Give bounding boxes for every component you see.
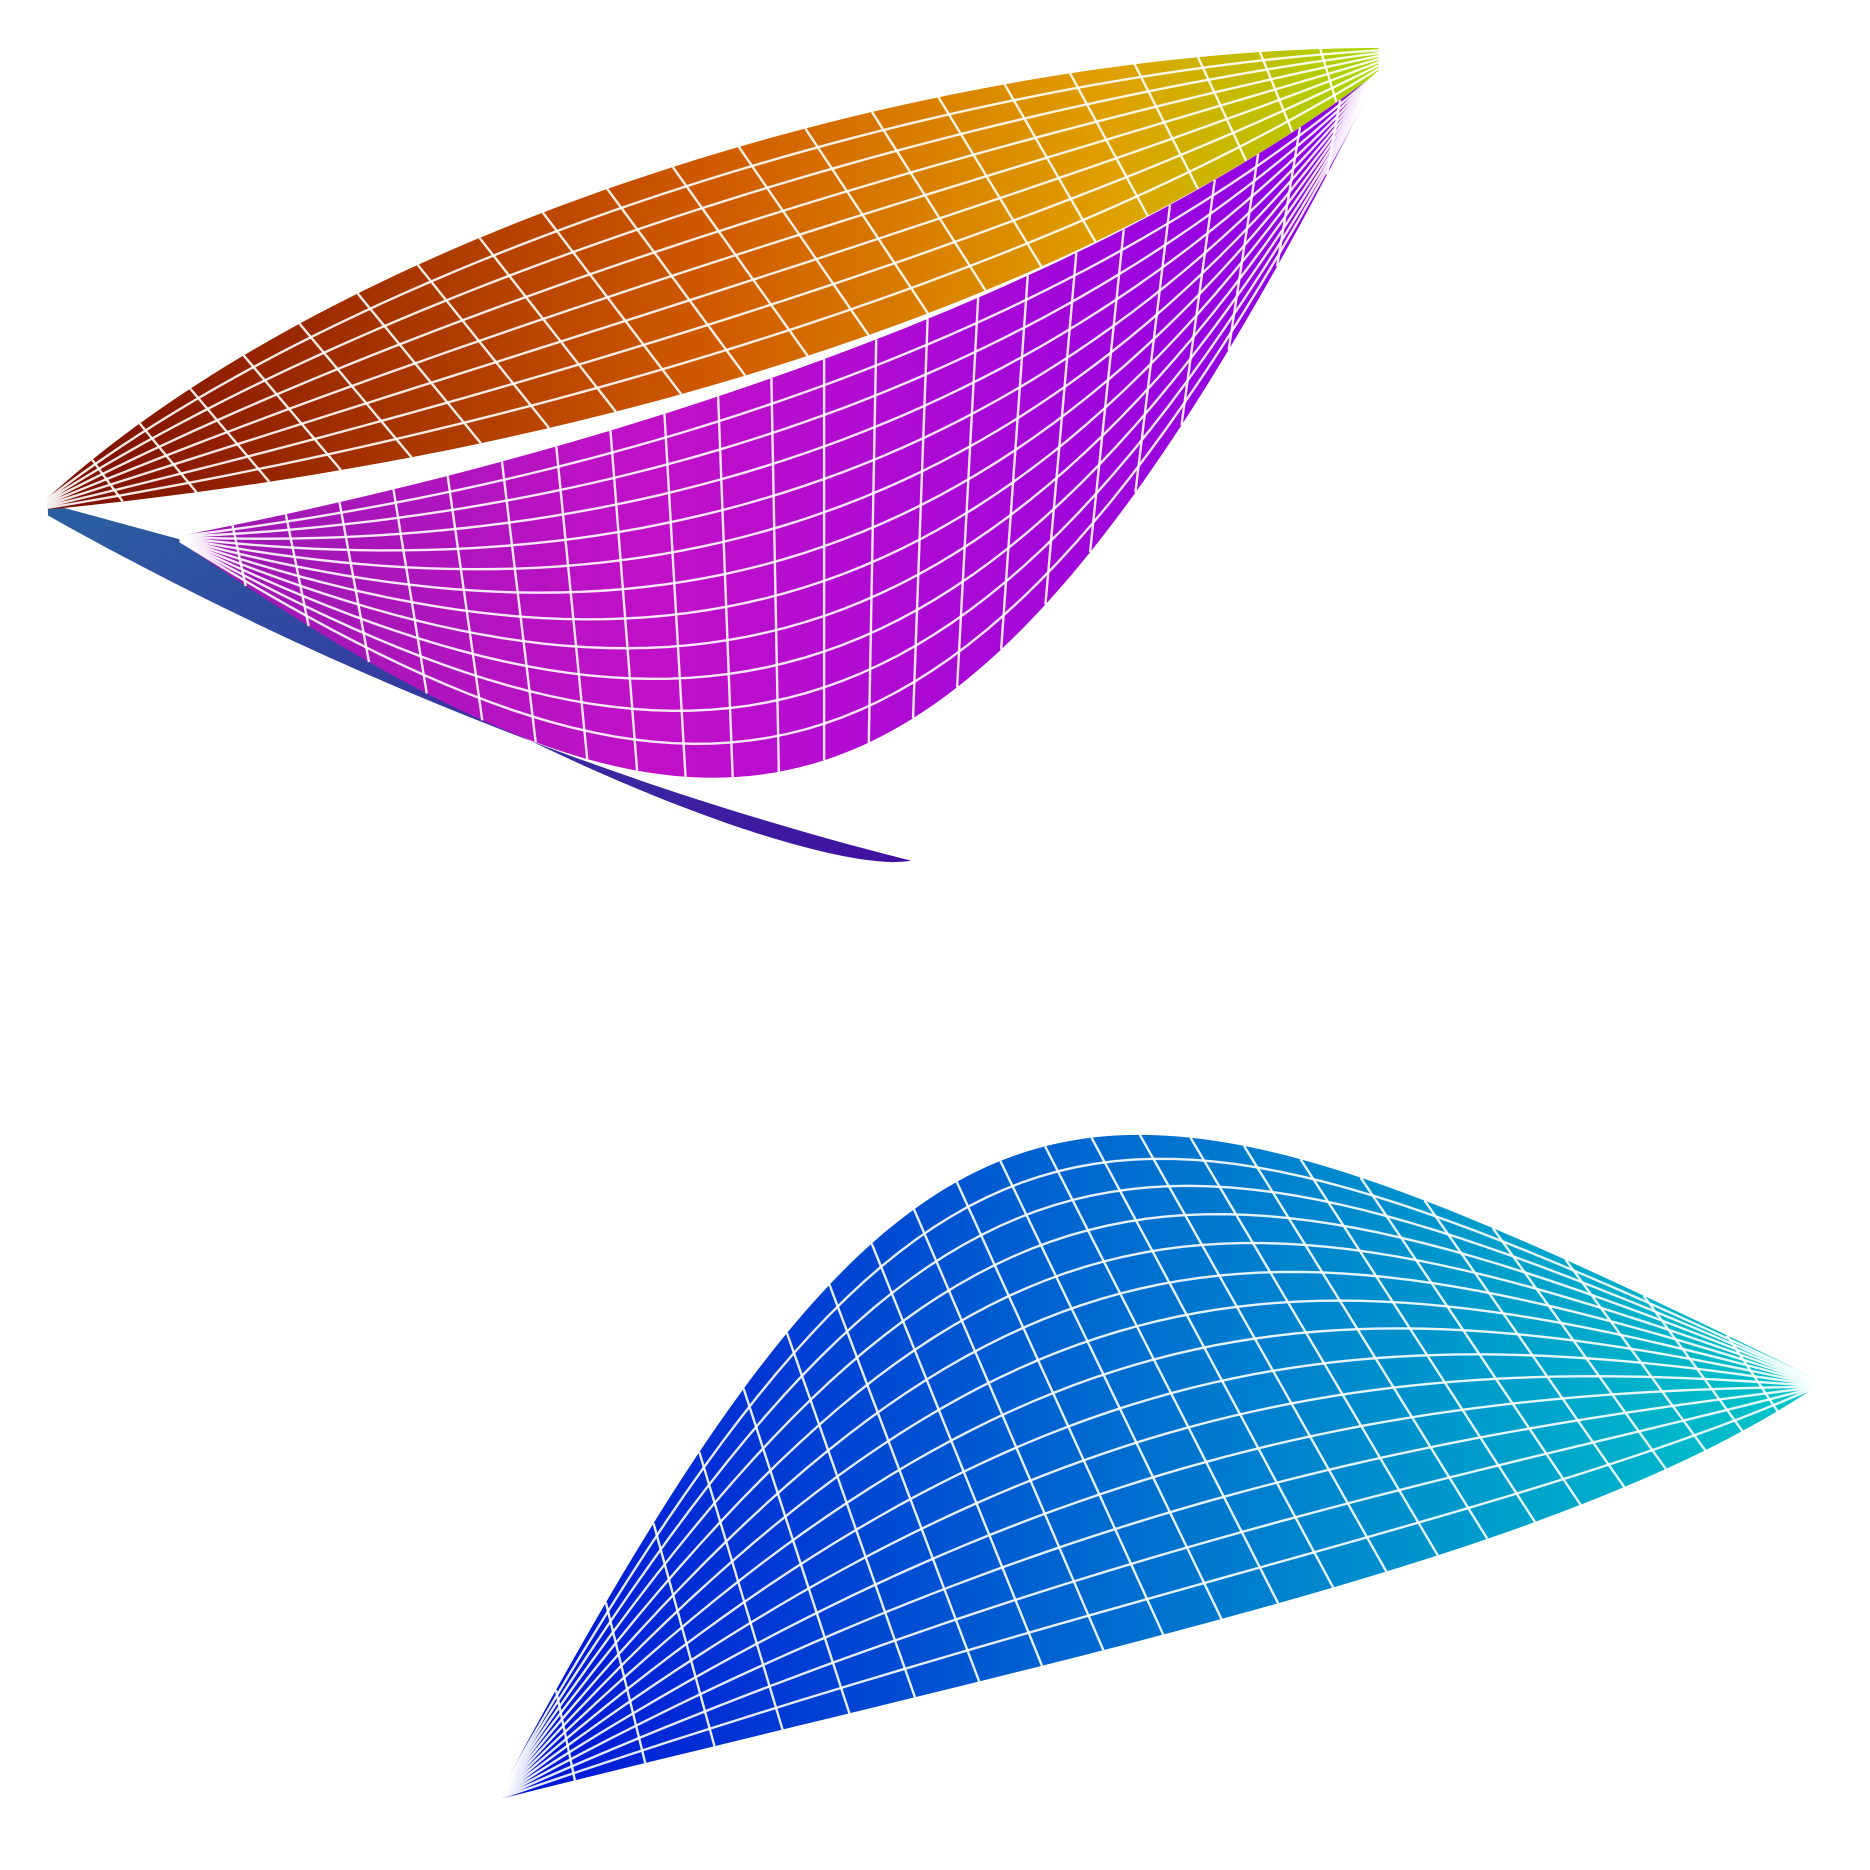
mesh-line (47, 64, 1380, 508)
surface (179, 71, 1379, 778)
mesh-line (242, 354, 342, 471)
mesh-line (502, 1299, 1815, 1792)
mesh-line (47, 61, 1379, 506)
mesh-line (999, 275, 1029, 650)
mesh-line (1227, 153, 1260, 350)
mesh-line (1423, 1199, 1626, 1488)
mesh-line (1258, 51, 1294, 133)
mesh-line (937, 96, 1043, 268)
mesh-line (47, 54, 1379, 503)
mesh-line (1564, 1259, 1707, 1452)
mesh-line (502, 1241, 1815, 1790)
mesh-line (338, 501, 371, 663)
mesh-line (179, 73, 1380, 681)
mesh-line (1180, 179, 1216, 426)
mesh-line (828, 1284, 981, 1682)
mesh-line (179, 73, 1380, 712)
mesh-line (138, 422, 198, 494)
mesh-line (742, 1388, 851, 1714)
mesh-line (179, 72, 1380, 650)
mesh-line (698, 1451, 784, 1730)
mesh-line (1359, 1176, 1582, 1506)
underside (47, 503, 912, 863)
mesh-line (1133, 63, 1199, 190)
mesh-line (179, 73, 1380, 746)
mesh-line (47, 51, 1379, 502)
mesh-line (179, 71, 1380, 538)
mesh-line (179, 71, 1380, 552)
mesh-line (737, 146, 870, 336)
mesh-line (91, 459, 124, 503)
mesh-line (785, 1332, 917, 1698)
mesh-line (284, 513, 310, 627)
mesh-line (999, 1160, 1223, 1620)
mesh-line (1044, 1145, 1280, 1604)
mesh-line (502, 1375, 1813, 1795)
mesh-line (541, 211, 683, 395)
mesh-line (502, 1385, 1812, 1796)
mesh-line (911, 318, 929, 719)
mesh-line (604, 1602, 647, 1764)
mesh-line (1069, 72, 1149, 217)
mesh-line (502, 1386, 1812, 1797)
mesh-line (770, 378, 781, 772)
mesh-line (1003, 83, 1097, 243)
mesh-line (189, 387, 271, 483)
mesh-line (1044, 252, 1078, 605)
mesh-line (502, 1327, 1814, 1793)
mesh-line (1134, 204, 1172, 493)
mesh-line (870, 1243, 1044, 1667)
mesh-line (912, 1208, 1105, 1651)
mesh-line (47, 67, 1380, 510)
mesh-line (478, 237, 617, 413)
mesh-line (1242, 1145, 1489, 1540)
mesh-line (502, 1387, 1812, 1798)
mesh-line (1491, 1227, 1667, 1470)
surface (503, 1134, 1817, 1799)
mesh-line (356, 292, 482, 444)
mesh-line (502, 1184, 1816, 1789)
surface (47, 47, 1379, 510)
mesh-line (804, 127, 929, 314)
mesh-line (606, 188, 747, 377)
mesh-line (416, 264, 550, 429)
mesh-line (298, 322, 413, 459)
mesh-line (179, 71, 1380, 538)
mesh-line (1642, 1294, 1744, 1432)
mesh-line (500, 461, 537, 743)
mesh-line (1090, 1137, 1335, 1589)
mesh-line (955, 1181, 1165, 1636)
mesh-line (609, 430, 639, 771)
mesh-line (1189, 1137, 1439, 1556)
mesh-line (446, 475, 484, 721)
mesh-line (502, 1270, 1815, 1791)
mesh-line (1299, 1158, 1536, 1523)
surfaces (47, 47, 1817, 1799)
mesh-line (716, 396, 734, 778)
mesh-line (1196, 56, 1248, 162)
mesh-line (503, 1388, 1812, 1799)
mesh-line (47, 57, 1379, 505)
mesh-line (870, 111, 987, 292)
mesh-line (392, 489, 428, 694)
mesh-line (179, 72, 1380, 594)
mesh-line (502, 1353, 1814, 1794)
mesh-line (1138, 1134, 1388, 1573)
mesh-line (867, 339, 878, 743)
mesh-line (502, 1212, 1816, 1789)
mesh-line (663, 413, 687, 777)
mesh-line (179, 72, 1380, 571)
mesh-line (502, 1157, 1817, 1788)
mesh-line (179, 71, 1380, 540)
mesh-line (955, 297, 980, 688)
mesh-line (1319, 48, 1338, 103)
mesh-line (555, 446, 589, 760)
mesh-line (47, 49, 1379, 500)
mesh-line (671, 166, 809, 357)
mesh-line (1088, 229, 1125, 553)
mesh-line (652, 1522, 716, 1747)
mesh-line (179, 72, 1380, 621)
